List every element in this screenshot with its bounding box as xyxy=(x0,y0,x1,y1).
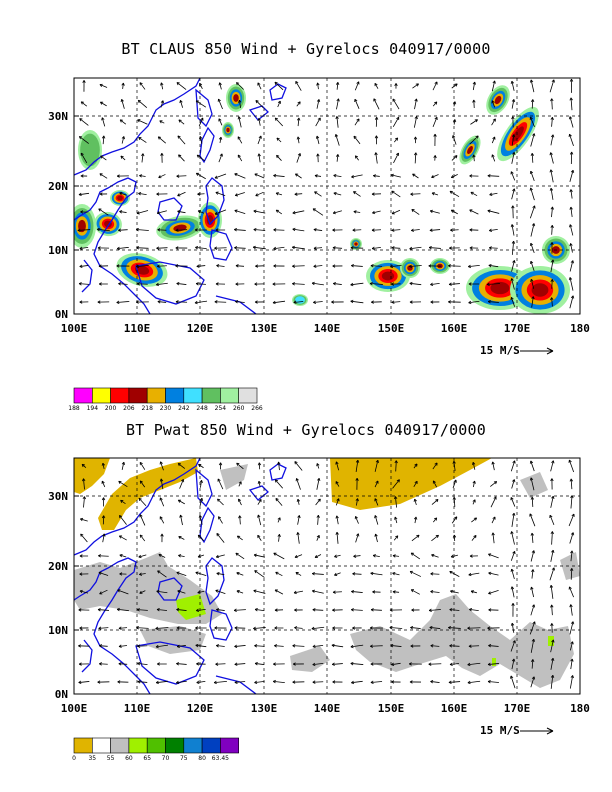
lon-label: 180 xyxy=(570,322,590,335)
reference-vector-label: 15 M/S xyxy=(480,724,520,737)
colorbar-swatch xyxy=(183,737,203,754)
lat-label: 0N xyxy=(55,308,68,321)
colorbar-label: 230 xyxy=(160,405,172,412)
colorbar-label: 218 xyxy=(141,405,153,412)
longitude-labels: 100E 110E 120E 130E 140E 150E 160E 170E 180 xyxy=(61,702,590,715)
colorbar-swatch xyxy=(92,387,111,404)
colorbar: 0 35 55 60 65 70 75 80 63.45 xyxy=(72,737,239,762)
lon-label: 140E xyxy=(314,322,341,335)
colorbar-label: 0 xyxy=(72,755,76,762)
lat-label: 20N xyxy=(48,560,68,573)
wind-vectors xyxy=(78,459,575,689)
colorbar-swatch xyxy=(146,387,166,404)
colorbar-label: 248 xyxy=(196,405,208,412)
colorbar-label: 188 xyxy=(68,405,80,412)
reference-vector-label: 15 M/S xyxy=(480,344,520,357)
colorbar-swatch xyxy=(146,737,166,754)
longitude-labels: 100E 110E 120E 130E 140E 150E 160E 170E 180 xyxy=(61,322,590,335)
lon-label: 140E xyxy=(314,702,341,715)
lon-label: 130E xyxy=(251,322,278,335)
colorbar-swatch xyxy=(128,737,148,754)
lon-label: 100E xyxy=(61,322,88,335)
colorbar-label: 254 xyxy=(215,405,227,412)
colorbar-swatch xyxy=(201,387,221,404)
pwat-wind-map: 30N 20N 10N 0N 100E 110E 120E 130E 140E 150E 160E… xyxy=(48,457,590,762)
lon-label: 160E xyxy=(441,322,468,335)
grid-lines xyxy=(74,78,580,314)
colorbar-label: 65 xyxy=(143,755,151,762)
claus-wind-map: 30N 20N 10N 0N 100E 110E 120E 130E 140E 150E 160E… xyxy=(48,77,590,412)
map-frame xyxy=(73,77,581,315)
colorbar-swatch xyxy=(165,387,185,404)
colorbar-swatch xyxy=(73,737,93,754)
lat-label: 20N xyxy=(48,180,68,193)
lon-label: 110E xyxy=(124,322,151,335)
colorbar-label: 242 xyxy=(178,405,190,412)
lon-label: 170E xyxy=(504,702,531,715)
lon-label: 170E xyxy=(504,322,531,335)
colorbar-label: 260 xyxy=(233,405,245,412)
colorbar-swatch xyxy=(110,737,130,754)
colorbar-swatch xyxy=(183,387,203,404)
colorbar-label: 206 xyxy=(123,405,135,412)
colorbar-label: 60 xyxy=(125,755,133,762)
grid-lines xyxy=(74,458,580,694)
lat-label: 30N xyxy=(48,110,68,123)
colorbar-label: 266 xyxy=(251,405,263,412)
colorbar-swatch xyxy=(238,387,258,404)
lon-label: 150E xyxy=(378,322,405,335)
colorbar-swatch xyxy=(110,387,130,404)
lon-label: 130E xyxy=(251,702,278,715)
lon-label: 100E xyxy=(61,702,88,715)
colorbar-label: 200 xyxy=(105,405,117,412)
panel1-title: BT CLAUS 850 Wind + Gyrelocs 040917/0000 xyxy=(121,40,491,58)
lon-label: 150E xyxy=(378,702,405,715)
precipitable-water-field xyxy=(74,458,580,688)
reference-vector-arrow xyxy=(520,727,554,735)
lat-label: 10N xyxy=(48,624,68,637)
panel2-title: BT Pwat 850 Wind + Gyrelocs 040917/0000 xyxy=(126,421,486,439)
colorbar-label: 194 xyxy=(87,405,99,412)
colorbar-label: 63.45 xyxy=(212,755,229,762)
lon-label: 160E xyxy=(441,702,468,715)
colorbar-swatch xyxy=(92,737,111,754)
latitude-labels: 30N 20N 10N 0N xyxy=(48,490,79,701)
lon-label: 120E xyxy=(187,322,214,335)
colorbar-swatch xyxy=(128,387,148,404)
colorbar-swatch xyxy=(201,737,221,754)
map-frame xyxy=(73,457,581,695)
lon-label: 180 xyxy=(570,702,590,715)
lon-label: 120E xyxy=(187,702,214,715)
lon-label: 110E xyxy=(124,702,151,715)
latitude-labels: 30N 20N 10N 0N xyxy=(48,110,79,321)
colorbar-label: 75 xyxy=(180,755,188,762)
colorbar-label: 80 xyxy=(198,755,206,762)
wind-vectors xyxy=(77,78,575,309)
colorbar-swatch xyxy=(220,387,239,404)
colorbar-swatch xyxy=(220,737,239,754)
colorbar: 188 194 200 206 218 230 242 248 254 260 266 xyxy=(68,387,263,412)
colorbar-swatch xyxy=(165,737,185,754)
lat-label: 10N xyxy=(48,244,68,257)
lat-label: 30N xyxy=(48,490,68,503)
colorbar-label: 35 xyxy=(88,755,96,762)
reference-vector-arrow xyxy=(520,347,554,355)
colorbar-label: 70 xyxy=(162,755,170,762)
colorbar-label: 55 xyxy=(107,755,115,762)
colorbar-swatch xyxy=(73,387,93,404)
lat-label: 0N xyxy=(55,688,68,701)
